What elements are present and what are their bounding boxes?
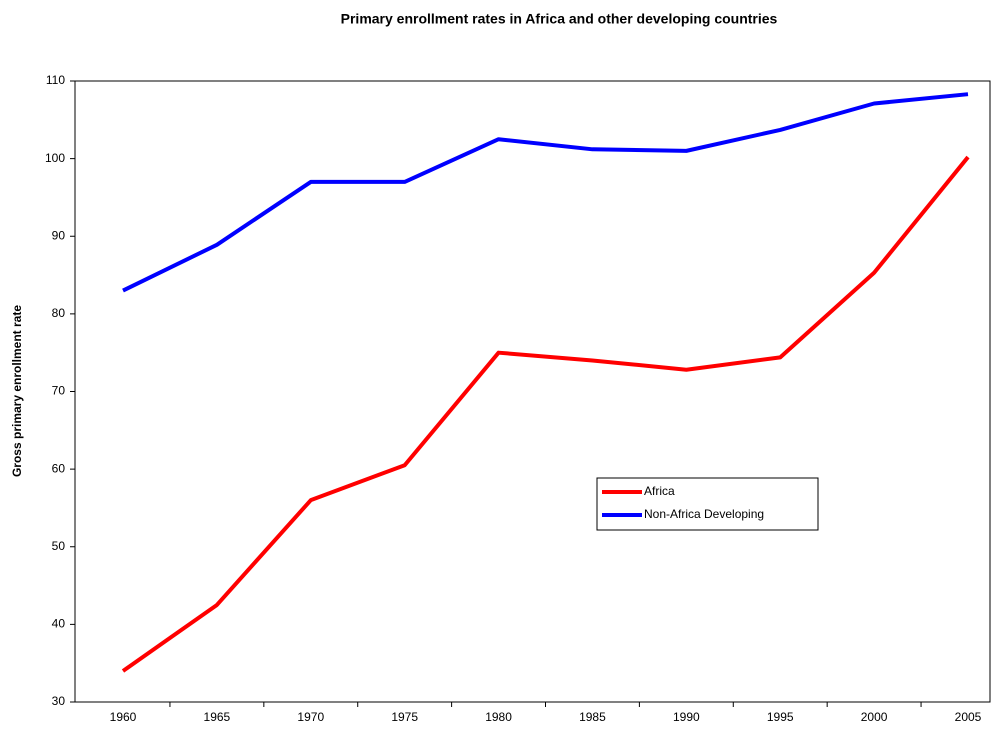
y-tick-label: 70 bbox=[52, 384, 66, 398]
line-series bbox=[122, 92, 969, 293]
x-tick-label: 1975 bbox=[391, 710, 418, 724]
legend-label: Non-Africa Developing bbox=[644, 507, 764, 521]
x-tick-label: 1995 bbox=[767, 710, 794, 724]
y-tick-label: 100 bbox=[45, 151, 65, 165]
x-tick-label: 1960 bbox=[110, 710, 137, 724]
x-tick-label: 1990 bbox=[673, 710, 700, 724]
y-tick-label: 40 bbox=[52, 617, 66, 631]
x-tick-label: 2005 bbox=[955, 710, 982, 724]
chart-title: Primary enrollment rates in Africa and o… bbox=[341, 11, 778, 27]
x-tick-label: 1985 bbox=[579, 710, 606, 724]
y-tick-label: 110 bbox=[46, 73, 65, 87]
x-tick-label: 1970 bbox=[297, 710, 324, 724]
x-tick-label: 1980 bbox=[485, 710, 512, 724]
x-tick-label: 2000 bbox=[861, 710, 888, 724]
line-series bbox=[121, 155, 970, 673]
y-tick-label: 80 bbox=[52, 306, 66, 320]
y-tick-label: 60 bbox=[52, 461, 66, 475]
legend-label: Africa bbox=[644, 484, 675, 498]
y-tick-label: 30 bbox=[52, 694, 66, 708]
legend bbox=[596, 477, 819, 531]
x-tick-label: 1965 bbox=[204, 710, 231, 724]
y-tick-label: 90 bbox=[52, 228, 66, 242]
y-axis-label: Gross primary enrollment rate bbox=[10, 305, 24, 477]
y-tick-label: 50 bbox=[52, 539, 66, 553]
